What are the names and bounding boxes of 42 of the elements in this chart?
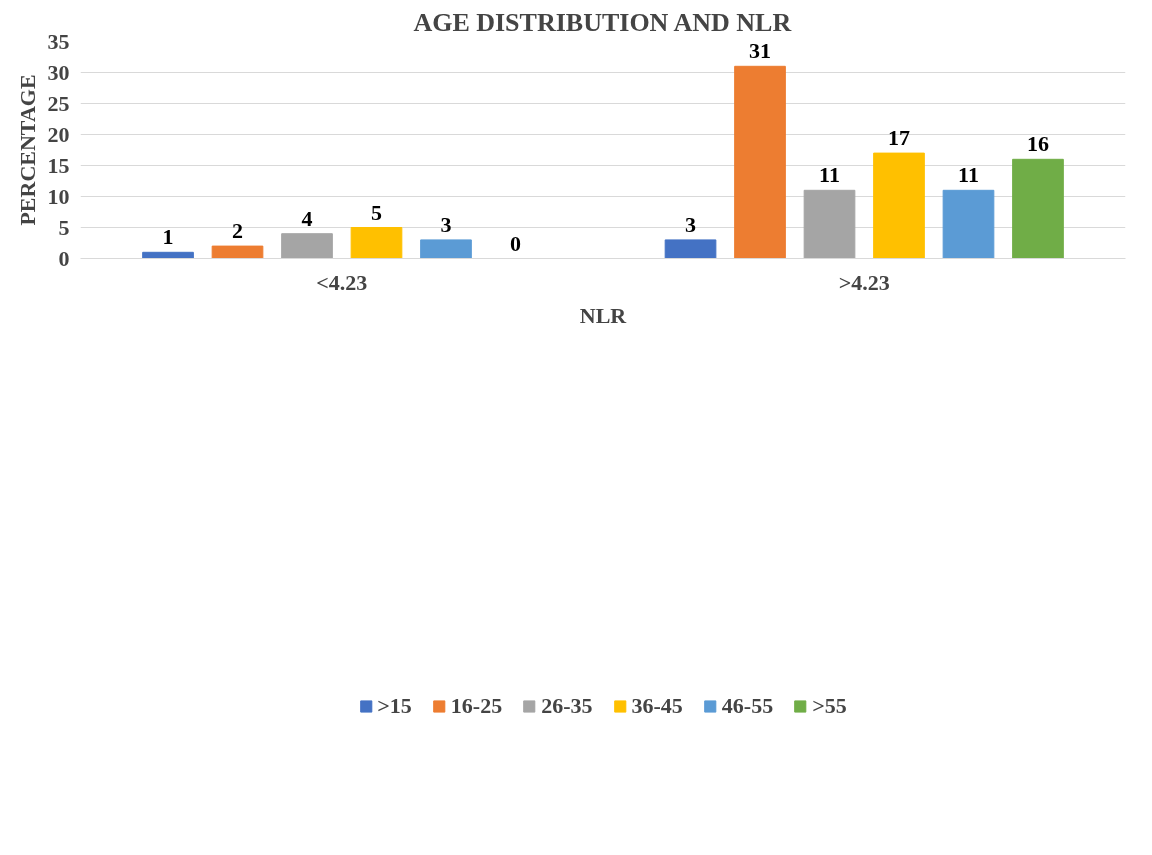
y-tick-label: 25 — [47, 90, 70, 116]
data-label: 3 — [440, 211, 452, 237]
bar — [211, 245, 264, 259]
y-tick-label: 35 — [47, 28, 70, 54]
legend-label: 16-25 — [450, 693, 503, 719]
data-label: 17 — [888, 125, 910, 151]
data-label: 11 — [958, 162, 979, 188]
chart-title: AGE DISTRIBUTION AND NLR — [413, 7, 792, 37]
bar — [1012, 158, 1064, 259]
bar — [942, 189, 995, 259]
y-tick-label: 20 — [47, 121, 70, 147]
legend-label: >15 — [377, 693, 412, 719]
y-tick-label: 10 — [47, 183, 70, 209]
y-tick-label: 5 — [58, 214, 70, 240]
bar — [350, 227, 403, 259]
bar — [420, 239, 472, 259]
y-tick-label: 30 — [47, 59, 70, 85]
data-label: 11 — [819, 162, 840, 188]
legend-label: 46-55 — [721, 693, 774, 719]
legend-label: 36-45 — [631, 693, 683, 719]
bar — [873, 152, 925, 259]
data-label: 4 — [301, 205, 313, 231]
x-tick-label: <4.23 — [316, 269, 368, 295]
y-tick-label: 0 — [58, 245, 70, 271]
y-tick-label: 15 — [47, 152, 70, 178]
data-label: 5 — [371, 199, 382, 225]
y-axis-title: PERCENTAGE — [14, 74, 40, 226]
bar — [803, 189, 856, 259]
bar — [734, 65, 786, 259]
data-label: 16 — [1026, 131, 1049, 157]
legend-label: >55 — [812, 693, 847, 719]
bar — [142, 251, 194, 259]
bar — [664, 239, 717, 259]
data-label: 0 — [509, 230, 521, 256]
data-label: 1 — [162, 224, 174, 250]
bar — [281, 233, 333, 259]
data-label: 2 — [232, 218, 244, 244]
data-label: 3 — [685, 211, 697, 237]
data-label: 31 — [749, 38, 772, 64]
legend-label: 26-35 — [541, 693, 593, 719]
x-axis-title: NLR — [579, 302, 628, 328]
x-tick-label: >4.23 — [838, 269, 890, 295]
